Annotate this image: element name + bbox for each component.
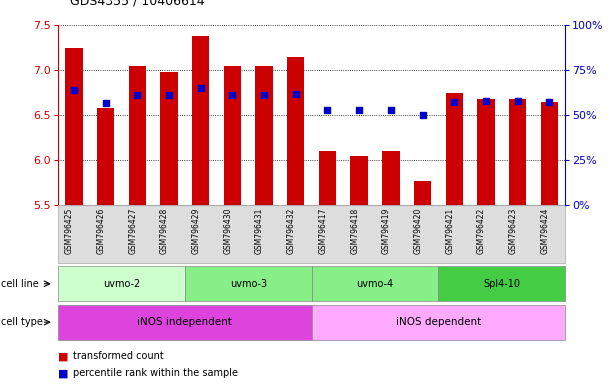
Text: GSM796418: GSM796418 — [350, 207, 359, 253]
Bar — [128, 66, 146, 205]
Bar — [445, 93, 463, 205]
Point — [449, 99, 459, 105]
Point — [354, 107, 364, 113]
Bar — [224, 66, 241, 205]
Text: GSM796429: GSM796429 — [192, 207, 200, 254]
Bar — [160, 72, 178, 205]
Text: uvmo-3: uvmo-3 — [230, 279, 267, 289]
Point — [481, 98, 491, 104]
Bar — [97, 108, 114, 205]
Point — [291, 91, 301, 98]
Point — [101, 100, 111, 106]
Text: transformed count: transformed count — [73, 351, 164, 361]
Bar — [541, 102, 558, 205]
Text: GSM796423: GSM796423 — [508, 207, 518, 254]
Point — [544, 99, 554, 105]
Bar — [414, 181, 431, 205]
Text: iNOS dependent: iNOS dependent — [396, 317, 481, 327]
Text: uvmo-2: uvmo-2 — [103, 279, 140, 289]
Text: uvmo-4: uvmo-4 — [356, 279, 393, 289]
Point — [386, 107, 396, 113]
Text: GSM796430: GSM796430 — [224, 207, 232, 254]
Text: GSM796428: GSM796428 — [160, 207, 169, 253]
Text: GSM796424: GSM796424 — [540, 207, 549, 254]
Point — [133, 92, 142, 98]
Point — [164, 92, 174, 98]
Point — [418, 112, 428, 118]
Text: GSM796422: GSM796422 — [477, 207, 486, 253]
Bar — [65, 48, 82, 205]
Bar — [255, 66, 273, 205]
Bar — [351, 156, 368, 205]
Text: ■: ■ — [58, 368, 68, 378]
Point — [69, 87, 79, 93]
Point — [196, 85, 205, 91]
Text: GSM796420: GSM796420 — [414, 207, 423, 254]
Text: GSM796432: GSM796432 — [287, 207, 296, 254]
Point — [513, 98, 522, 104]
Text: GSM796427: GSM796427 — [128, 207, 137, 254]
Point — [259, 92, 269, 98]
Text: GSM796425: GSM796425 — [65, 207, 74, 254]
Text: GSM796421: GSM796421 — [445, 207, 454, 253]
Bar — [382, 151, 400, 205]
Bar — [477, 99, 495, 205]
Point — [227, 92, 237, 98]
Text: cell line: cell line — [1, 279, 38, 289]
Text: GSM796426: GSM796426 — [97, 207, 106, 254]
Point — [323, 107, 332, 113]
Text: GSM796417: GSM796417 — [318, 207, 327, 254]
Text: GDS4355 / 10406614: GDS4355 / 10406614 — [70, 0, 205, 8]
Bar — [192, 36, 210, 205]
Text: cell type: cell type — [1, 317, 43, 327]
Text: iNOS independent: iNOS independent — [137, 317, 232, 327]
Text: GSM796419: GSM796419 — [382, 207, 391, 254]
Text: ■: ■ — [58, 351, 68, 361]
Bar — [287, 56, 304, 205]
Text: percentile rank within the sample: percentile rank within the sample — [73, 368, 238, 378]
Bar — [509, 99, 526, 205]
Text: Spl4-10: Spl4-10 — [483, 279, 521, 289]
Text: GSM796431: GSM796431 — [255, 207, 264, 254]
Bar — [319, 151, 336, 205]
